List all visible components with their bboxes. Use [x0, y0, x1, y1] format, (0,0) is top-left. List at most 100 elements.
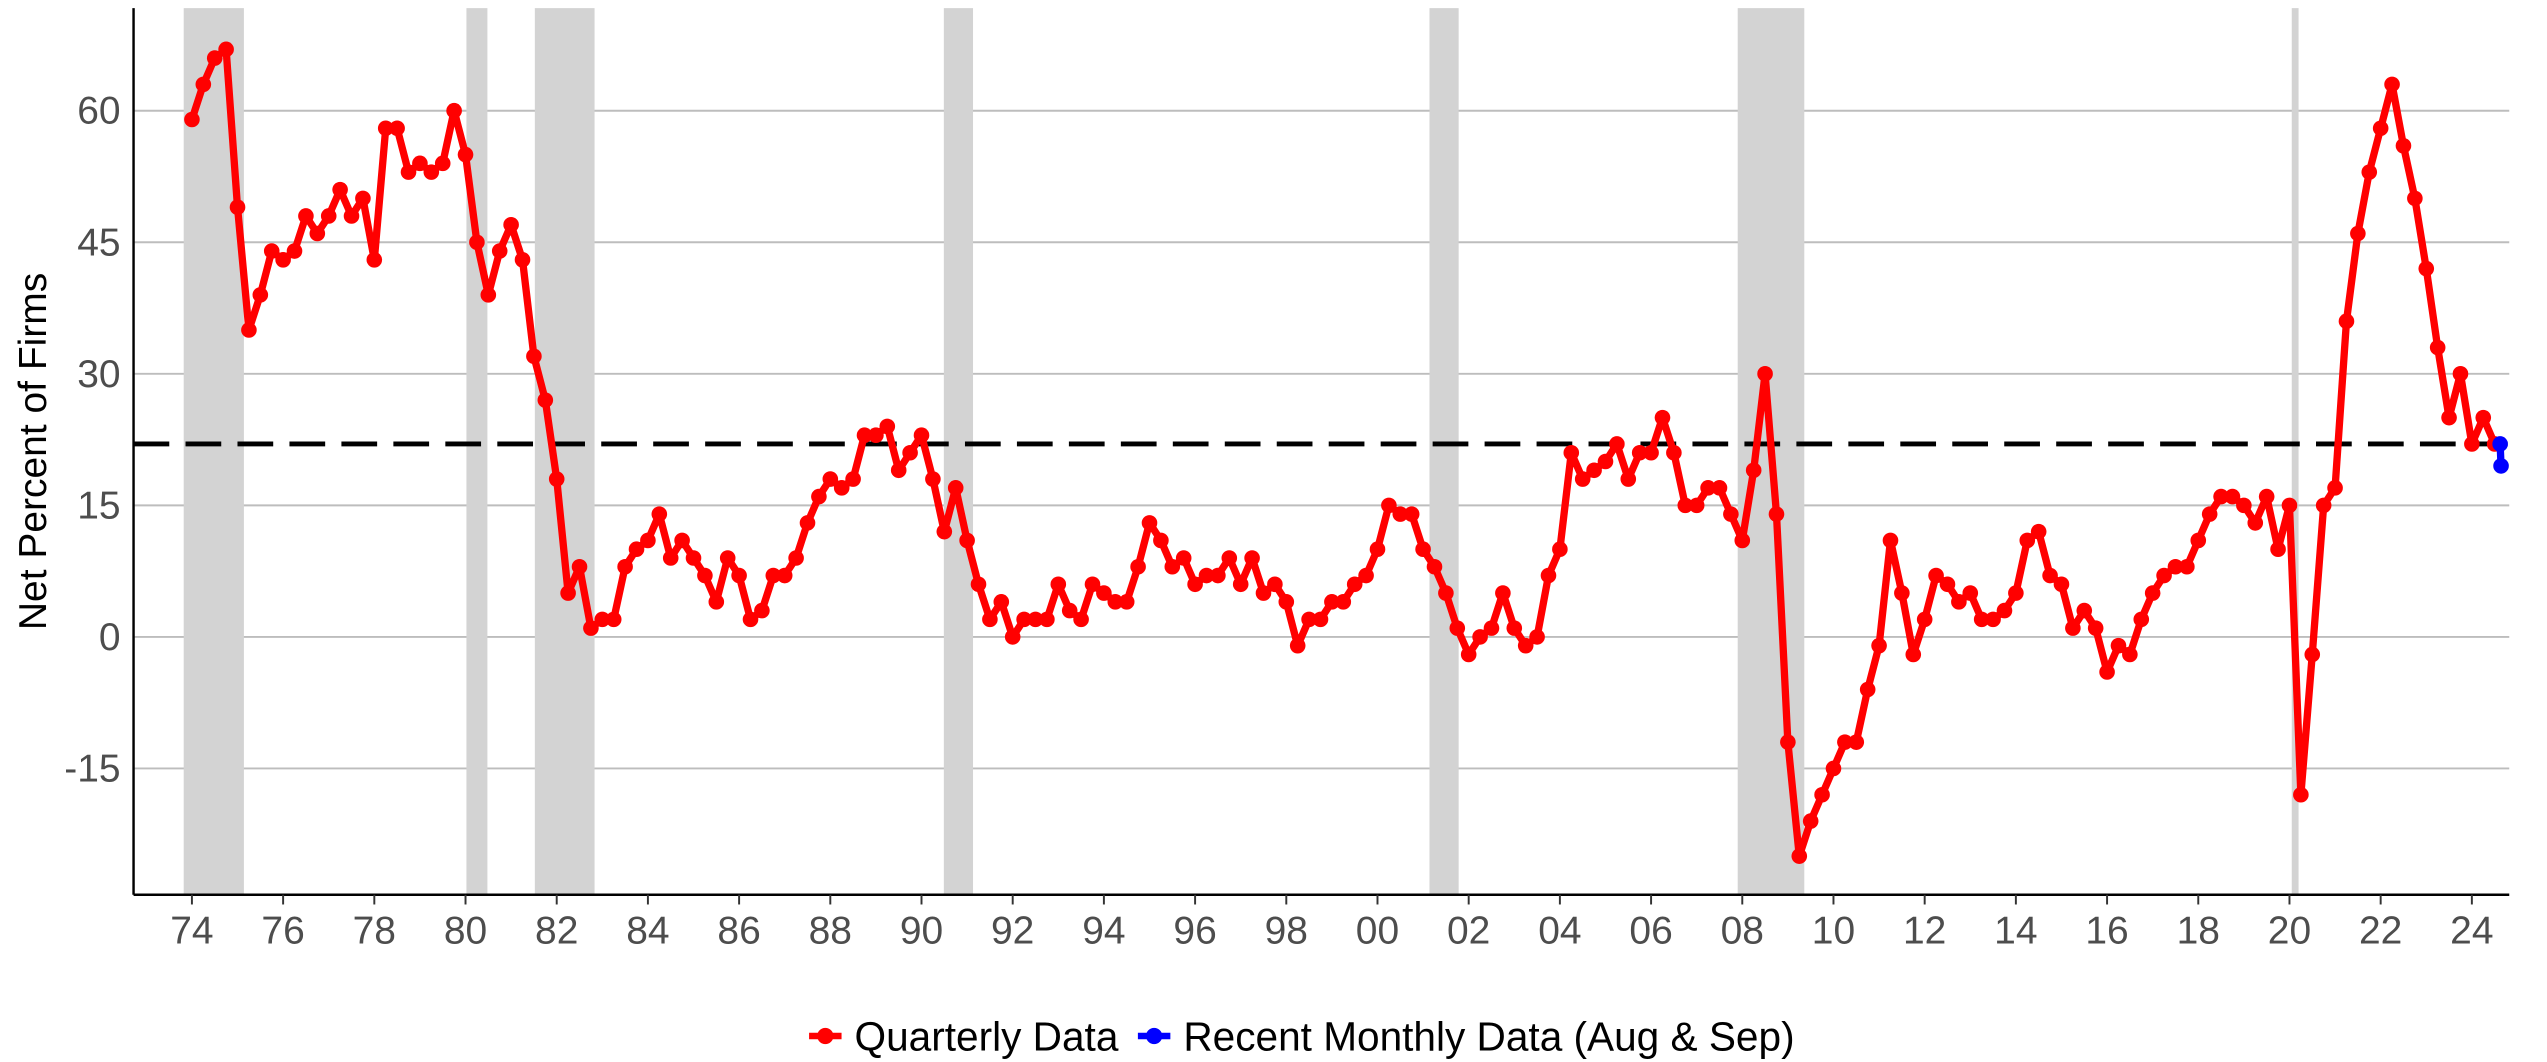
- data-point: [2338, 313, 2355, 329]
- data-point: [1757, 366, 1773, 382]
- data-point: [1780, 734, 1796, 750]
- data-point: [2053, 576, 2070, 593]
- data-point: [1016, 611, 1032, 628]
- data-point: [2327, 480, 2343, 496]
- data-point: [2407, 190, 2423, 207]
- y-tick-label: 45: [77, 221, 120, 264]
- data-point: [1346, 576, 1363, 593]
- data-point: [1791, 848, 1808, 864]
- data-point: [1096, 585, 1112, 601]
- x-tick-label: 86: [717, 909, 760, 952]
- data-point: [286, 243, 303, 259]
- data-point: [2475, 409, 2492, 426]
- x-tick-label: 04: [1538, 909, 1581, 952]
- data-point: [252, 287, 269, 303]
- x-tick-label: 82: [535, 909, 578, 952]
- data-point: [434, 155, 451, 172]
- data-point: [1882, 532, 1899, 549]
- data-point: [548, 471, 565, 487]
- data-point: [833, 480, 850, 496]
- x-tick-label: 24: [2450, 909, 2493, 952]
- x-tick-label: 18: [2177, 909, 2220, 952]
- data-point: [480, 287, 497, 303]
- data-point: [2315, 497, 2332, 514]
- data-point: [651, 506, 668, 522]
- x-tick-label: 16: [2085, 909, 2128, 952]
- data-point: [457, 146, 474, 163]
- data-point: [1517, 637, 1534, 654]
- x-tick-label: 90: [900, 909, 943, 952]
- data-point: [1962, 585, 1979, 601]
- data-point: [412, 155, 428, 172]
- data-point: [1198, 567, 1215, 584]
- data-point: [1312, 611, 1329, 628]
- data-point: [2361, 164, 2378, 180]
- data-point: [2019, 532, 2036, 549]
- data-point: [765, 567, 782, 584]
- data-point: [925, 471, 941, 487]
- data-point: [1620, 471, 1637, 487]
- data-point: [970, 576, 987, 593]
- data-point: [2429, 339, 2446, 356]
- data-point: [2258, 488, 2275, 505]
- data-point: [742, 611, 759, 628]
- data-point: [811, 488, 827, 505]
- data-point: [2179, 558, 2195, 575]
- data-point: [1438, 585, 1454, 601]
- data-point: [913, 427, 930, 444]
- x-tick-label: 80: [444, 909, 487, 952]
- y-tick-label: 60: [77, 90, 120, 133]
- data-point: [526, 348, 542, 365]
- data-point: [2144, 585, 2161, 601]
- data-point: [1745, 462, 1762, 479]
- x-tick-label: 12: [1903, 909, 1946, 952]
- data-point: [1871, 637, 1887, 654]
- recession-band: [2291, 8, 2299, 895]
- data-point: [1574, 471, 1591, 487]
- data-point: [1586, 462, 1602, 479]
- data-point: [2065, 620, 2081, 636]
- data-point: [1700, 480, 1716, 496]
- data-point: [343, 208, 360, 224]
- data-point: [1335, 594, 1352, 610]
- legend-swatch-dot: [1146, 1027, 1163, 1045]
- data-point: [1552, 541, 1568, 558]
- x-tick-label: 76: [261, 909, 304, 952]
- data-point: [1814, 786, 1830, 803]
- data-point: [1210, 567, 1226, 584]
- data-point: [1141, 515, 1158, 531]
- legend-label: Quarterly Data: [855, 1014, 1119, 1060]
- data-point: [1130, 558, 1146, 575]
- data-point: [617, 558, 633, 575]
- data-point: [2156, 567, 2172, 584]
- data-point: [2492, 436, 2508, 452]
- data-point: [1061, 602, 1078, 619]
- x-tick-label: 94: [1082, 909, 1125, 952]
- data-point: [514, 252, 531, 268]
- data-point: [1278, 594, 1295, 610]
- data-point: [184, 111, 200, 128]
- data-point: [195, 76, 212, 93]
- data-point: [2452, 366, 2469, 382]
- x-tick-label: 84: [626, 909, 669, 952]
- data-point: [2110, 637, 2127, 654]
- data-point: [868, 427, 884, 444]
- recession-band: [534, 8, 595, 895]
- data-point: [1426, 558, 1443, 575]
- data-point: [1711, 480, 1728, 496]
- data-point: [1175, 550, 1192, 566]
- y-tick-label: 30: [77, 353, 120, 396]
- legend-label: Recent Monthly Data (Aug & Sep): [1183, 1014, 1794, 1060]
- data-point: [1688, 497, 1705, 514]
- x-tick-label: 96: [1173, 909, 1216, 952]
- data-point: [1631, 444, 1648, 461]
- data-point: [1392, 506, 1409, 522]
- data-point: [537, 392, 554, 408]
- data-point: [2087, 620, 2104, 636]
- data-point: [2076, 602, 2093, 619]
- data-point: [320, 208, 337, 224]
- data-point: [366, 252, 383, 268]
- data-point: [731, 567, 747, 584]
